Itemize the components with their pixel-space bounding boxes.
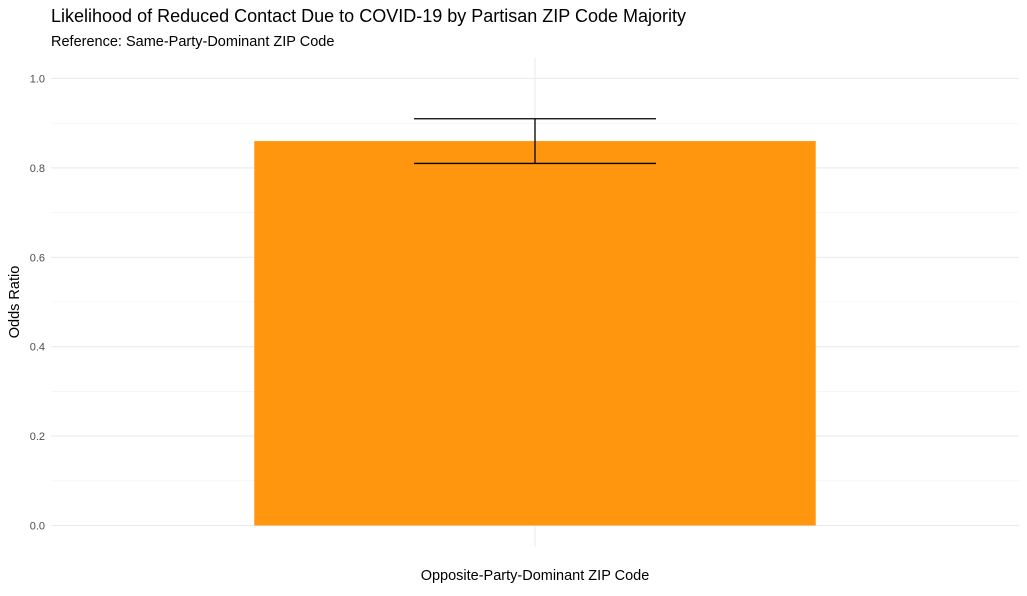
- y-tick-label: 0.4: [30, 342, 45, 354]
- y-tick-label: 0.0: [30, 521, 45, 533]
- y-tick-label: 0.6: [30, 252, 45, 264]
- y-tick-label: 1.0: [30, 74, 45, 86]
- error-bar-layer: [414, 118, 656, 165]
- x-tick-labels: Opposite-Party-Dominant ZIP Code: [421, 568, 650, 584]
- bar-layer: [254, 141, 816, 526]
- bar: [254, 141, 816, 526]
- y-axis-title: Odds Ratio: [7, 266, 23, 339]
- y-tick-labels: 0.0 0.2 0.4 0.6 0.8 1.0: [30, 74, 45, 533]
- y-tick-label: 0.8: [30, 163, 45, 175]
- x-tick-label: Opposite-Party-Dominant ZIP Code: [421, 568, 650, 584]
- chart-subtitle: Reference: Same-Party-Dominant ZIP Code: [51, 34, 334, 50]
- chart-title: Likelihood of Reduced Contact Due to COV…: [51, 6, 686, 26]
- y-tick-label: 0.2: [30, 431, 45, 443]
